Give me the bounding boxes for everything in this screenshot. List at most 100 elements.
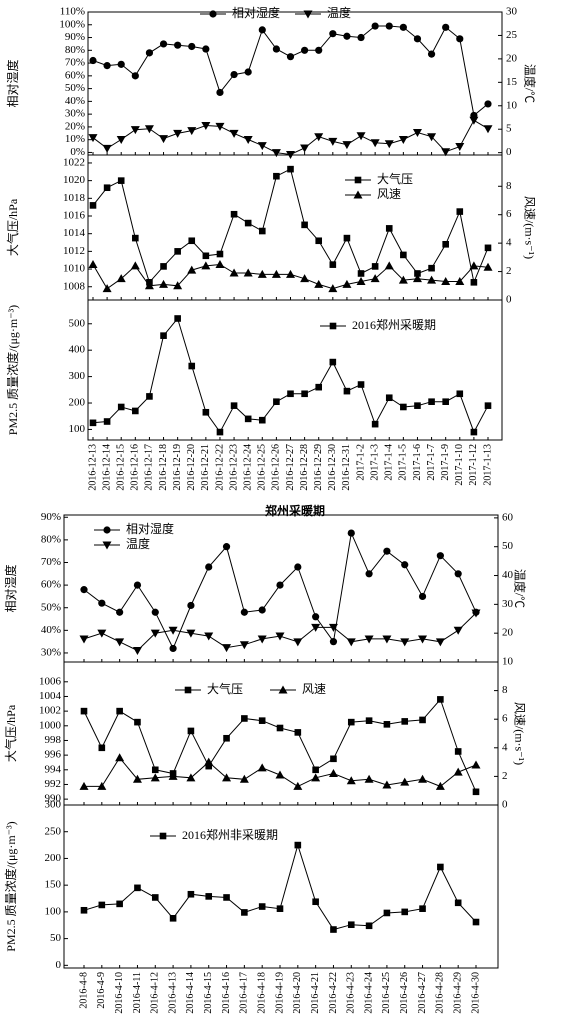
y2-tick-label: 0 [502, 799, 508, 811]
y-tick-label: 250 [45, 825, 62, 837]
x-tick-label: 2016-4-26 [399, 972, 410, 1014]
point [347, 921, 355, 929]
point [188, 237, 196, 245]
plot-frame [87, 299, 503, 441]
point [400, 251, 407, 259]
point [370, 139, 380, 148]
point [382, 780, 392, 789]
point [437, 696, 444, 703]
y2-tick-label: 50 [502, 540, 514, 552]
point [202, 408, 210, 416]
legend-label: 大气压 [377, 171, 413, 186]
point [159, 279, 169, 288]
point [441, 277, 451, 286]
point [456, 390, 464, 398]
x-tick-label: 2016-12-29 [313, 444, 324, 491]
y-tick-label: 30% [41, 646, 61, 658]
point [222, 644, 232, 653]
point [144, 281, 154, 290]
point [229, 268, 239, 277]
point [300, 274, 310, 283]
point [301, 221, 308, 229]
point [98, 599, 106, 607]
x-tick-label: 2016-4-17 [239, 972, 250, 1014]
point [174, 248, 181, 255]
point [134, 718, 141, 726]
x-tick-label: 2017-1-10 [454, 444, 465, 486]
point [453, 767, 463, 776]
point [311, 773, 321, 782]
point [412, 128, 422, 137]
x-tick-label: 2016-12-15 [116, 444, 127, 491]
y2-tick-label: 10 [502, 656, 514, 668]
point [276, 905, 284, 912]
point [401, 908, 409, 916]
point [371, 263, 379, 270]
legend-marker [102, 541, 112, 550]
point [146, 393, 153, 400]
y2-tick-label: 20 [502, 627, 514, 639]
y2-tick-label: 60 [502, 511, 514, 523]
x-tick-label: 2016-12-28 [299, 444, 310, 491]
y-tick-label: 1010 [63, 263, 86, 275]
point [150, 629, 160, 638]
point [244, 219, 252, 227]
point [133, 581, 142, 589]
plot-frame [87, 11, 503, 156]
x-tick-label: 2016-4-24 [363, 972, 374, 1014]
point [216, 428, 224, 436]
point [98, 901, 106, 909]
legend-marker [278, 685, 288, 694]
point [276, 724, 284, 732]
point [294, 841, 302, 849]
point [469, 261, 479, 270]
point [301, 390, 308, 398]
point [151, 766, 159, 774]
point [88, 259, 98, 268]
x-tick-label: 2016-12-14 [101, 444, 112, 491]
y-tick-label: 70% [41, 556, 61, 568]
point [343, 32, 351, 40]
y-tick-label: 10% [65, 133, 85, 145]
x-tick-label: 2017-1-6 [412, 444, 423, 481]
point [400, 777, 410, 786]
point [428, 398, 435, 405]
point [173, 129, 183, 138]
x-tick-label: 2016-12-19 [172, 444, 183, 491]
point [103, 184, 111, 192]
y-tick-label: 1008 [63, 280, 86, 292]
x-tick-label: 2016-4-8 [78, 972, 89, 1009]
point [398, 136, 408, 145]
point [483, 125, 493, 134]
point [204, 757, 214, 766]
point [470, 279, 478, 286]
legend-label: 相对湿度 [126, 521, 174, 536]
y-tick-label: 150 [45, 879, 62, 891]
point [329, 261, 337, 268]
point [454, 570, 462, 578]
point [241, 715, 248, 722]
point [132, 646, 142, 655]
point [98, 744, 106, 752]
point [442, 240, 449, 248]
point [357, 33, 365, 42]
point [371, 22, 379, 30]
point [223, 894, 230, 901]
point [328, 769, 338, 778]
point [370, 274, 380, 283]
point [385, 225, 393, 232]
x-tick-label: 2016-12-16 [130, 444, 141, 491]
point [159, 40, 168, 48]
point [117, 403, 125, 411]
y-tick-label: 100 [45, 905, 62, 917]
point [151, 894, 159, 901]
point [315, 383, 323, 391]
point [205, 762, 213, 770]
point [116, 274, 126, 283]
y-tick-label: 80% [41, 533, 61, 545]
point [257, 142, 267, 151]
y-tick-label: 1006 [39, 675, 62, 687]
point [145, 49, 154, 57]
point [484, 244, 492, 252]
y2-tick-label: 8 [502, 684, 508, 696]
